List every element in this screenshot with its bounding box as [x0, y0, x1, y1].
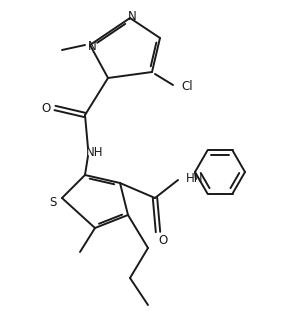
Text: S: S: [49, 197, 57, 210]
Text: HN: HN: [186, 171, 203, 184]
Text: O: O: [41, 103, 51, 115]
Text: N: N: [88, 40, 96, 53]
Text: N: N: [128, 10, 136, 22]
Text: Cl: Cl: [181, 81, 193, 94]
Text: NH: NH: [86, 146, 104, 160]
Text: O: O: [158, 234, 168, 247]
